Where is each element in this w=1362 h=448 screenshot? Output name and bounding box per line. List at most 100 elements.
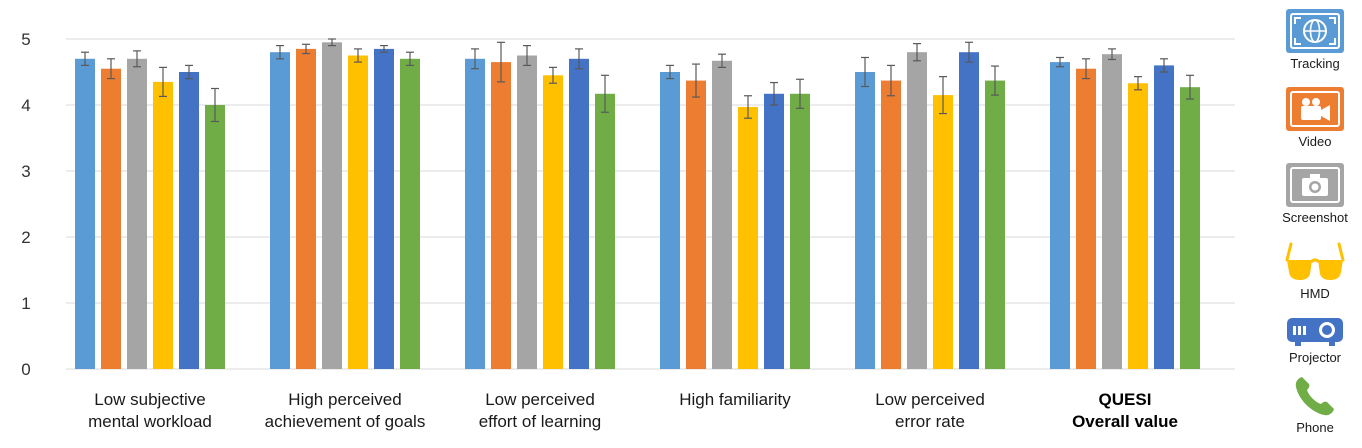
legend-item-tracking: Tracking (1268, 8, 1362, 71)
error-bar-projector-5 (1160, 58, 1168, 73)
phone-icon (1295, 377, 1334, 416)
error-bars (81, 38, 1194, 123)
bar-projector-4 (959, 52, 979, 369)
error-bar-screenshot-2 (523, 44, 531, 67)
bar-screenshot-2 (517, 55, 537, 369)
error-bar-screenshot-3 (718, 53, 726, 68)
video-camera-icon (1286, 87, 1344, 131)
error-bar-hmd-4 (939, 76, 947, 115)
legend-item-projector: Projector (1268, 314, 1362, 365)
bar-phone-1 (400, 58, 420, 370)
bar-screenshot-3 (712, 60, 732, 369)
bar-video-3 (686, 80, 706, 369)
legend-item-video: Video (1268, 86, 1362, 149)
x-category-label: effort of learning (479, 412, 602, 431)
error-bar-screenshot-5 (1108, 48, 1116, 61)
error-bar-tracking-3 (666, 64, 674, 80)
glasses-icon (1285, 242, 1345, 280)
error-bar-hmd-5 (1134, 76, 1142, 91)
camera-icon (1286, 163, 1344, 207)
bar-video-5 (1076, 68, 1096, 369)
x-category-label: Overall value (1072, 412, 1178, 431)
error-bar-screenshot-4 (913, 43, 921, 62)
bar-chart: 0 1 2 3 4 5 Low subjective mental workload High… (21, 30, 1235, 431)
y-tick-label: 3 (21, 162, 30, 181)
projector-icon (1287, 318, 1343, 346)
legend-item-hmd: HMD (1268, 238, 1362, 301)
bar-screenshot-1 (322, 42, 342, 370)
x-axis: Low subjective mental workload High percei… (88, 390, 1178, 431)
bar-tracking-2 (465, 58, 485, 370)
bars (75, 42, 1200, 370)
error-bar-video-4 (887, 64, 895, 97)
bar-hmd-5 (1128, 83, 1148, 369)
x-category-label: Low perceived (485, 390, 595, 409)
error-bar-video-2 (497, 41, 505, 83)
legend: Tracking Video Screenshot (1268, 0, 1362, 448)
bar-video-2 (491, 62, 511, 369)
x-category-label: High perceived (288, 390, 401, 409)
bar-hmd-0 (153, 81, 173, 370)
bar-video-0 (101, 68, 121, 369)
error-bar-projector-2 (575, 48, 583, 70)
error-bar-video-5 (1082, 58, 1090, 80)
error-bar-hmd-2 (549, 66, 557, 84)
error-bar-projector-0 (185, 64, 193, 80)
x-category-label: error rate (895, 412, 965, 431)
legend-label-tracking: Tracking (1290, 56, 1340, 71)
bar-projector-3 (764, 93, 784, 369)
bar-projector-0 (179, 72, 199, 369)
bar-tracking-3 (660, 72, 680, 369)
error-bar-tracking-1 (276, 44, 284, 60)
x-category-label: mental workload (88, 412, 212, 431)
bar-phone-4 (985, 80, 1005, 369)
bar-tracking-0 (75, 58, 95, 370)
bar-hmd-2 (543, 75, 563, 370)
y-tick-label: 2 (21, 228, 30, 247)
error-bar-phone-1 (406, 51, 414, 67)
error-bar-tracking-4 (861, 56, 869, 88)
error-bar-phone-4 (991, 65, 999, 96)
y-tick-label: 0 (21, 360, 30, 379)
error-bar-hmd-0 (159, 66, 167, 98)
bar-screenshot-0 (127, 58, 147, 370)
bar-projector-1 (374, 48, 394, 370)
y-tick-label: 5 (21, 30, 30, 49)
legend-label-screenshot: Screenshot (1282, 210, 1348, 225)
bar-phone-5 (1180, 87, 1200, 370)
error-bar-projector-3 (770, 81, 778, 106)
bar-projector-5 (1154, 65, 1174, 370)
x-category-label: Low subjective (94, 390, 206, 409)
bar-screenshot-5 (1102, 54, 1122, 370)
error-bar-tracking-5 (1056, 56, 1064, 68)
tracking-icon (1286, 9, 1344, 53)
bar-phone-2 (595, 93, 615, 369)
error-bar-phone-5 (1186, 74, 1194, 100)
error-bar-screenshot-1 (328, 38, 336, 47)
x-category-label: Low perceived (875, 390, 985, 409)
bar-video-1 (296, 48, 316, 370)
error-bar-hmd-1 (354, 48, 362, 63)
bar-hmd-1 (348, 55, 368, 369)
bar-projector-2 (569, 58, 589, 370)
bar-tracking-5 (1050, 62, 1070, 369)
error-bar-video-1 (302, 43, 310, 55)
legend-label-phone: Phone (1296, 420, 1334, 435)
x-category-label: QUESI (1099, 390, 1152, 409)
error-bar-video-0 (107, 58, 115, 80)
legend-item-phone: Phone (1268, 374, 1362, 435)
bar-video-4 (881, 80, 901, 369)
bar-screenshot-4 (907, 52, 927, 369)
bar-hmd-3 (738, 106, 758, 369)
error-bar-tracking-2 (471, 48, 479, 70)
bar-tracking-1 (270, 52, 290, 369)
legend-label-hmd: HMD (1300, 286, 1330, 301)
bar-phone-3 (790, 93, 810, 369)
x-category-label: achievement of goals (265, 412, 426, 431)
error-bar-tracking-0 (81, 51, 89, 67)
error-bar-video-3 (692, 63, 700, 98)
y-tick-label: 4 (21, 96, 30, 115)
bar-hmd-4 (933, 95, 953, 369)
error-bar-screenshot-0 (133, 50, 141, 68)
error-bar-phone-2 (601, 74, 609, 113)
